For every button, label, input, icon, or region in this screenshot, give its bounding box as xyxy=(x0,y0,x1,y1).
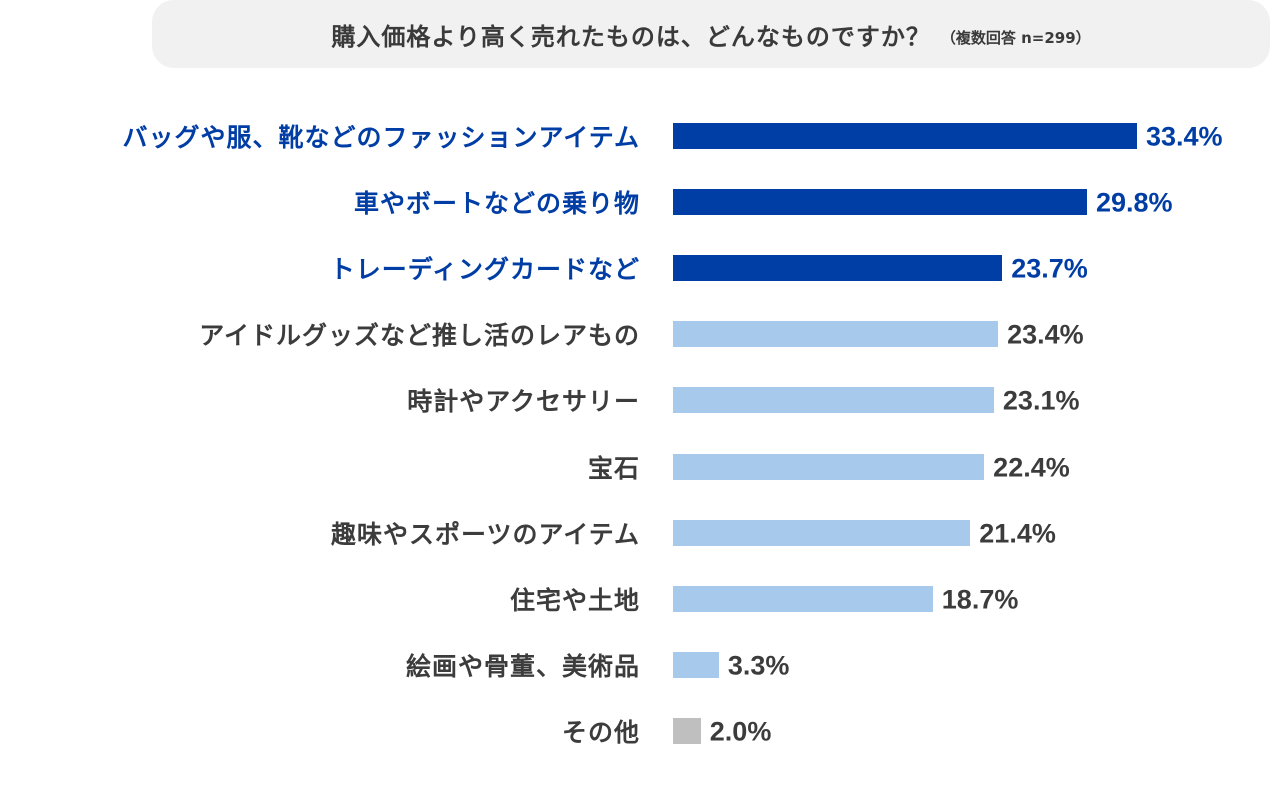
category-label: 車やボートなどの乗り物 xyxy=(353,189,640,219)
category-label: バッグや服、靴などのファッションアイテム xyxy=(122,123,640,152)
value-label: 23.4% xyxy=(1007,319,1084,350)
value-label: 29.8% xyxy=(1095,187,1173,218)
bar xyxy=(673,519,971,546)
bar xyxy=(673,255,1003,282)
value-label: 21.4% xyxy=(979,518,1056,549)
chart-subtitle: （複数回答 n=299） xyxy=(940,28,1091,47)
value-label: 18.7% xyxy=(941,584,1019,615)
value-label: 23.1% xyxy=(1002,385,1080,416)
bar xyxy=(673,387,994,414)
chart-title: 購入価格より高く売れたものは、どんなものですか？ xyxy=(331,22,931,51)
bar xyxy=(673,585,933,612)
value-label: 3.3% xyxy=(727,650,790,681)
category-label: トレーディングカードなど xyxy=(329,255,640,285)
category-label: 絵画や骨董、美術品 xyxy=(405,651,640,681)
category-label: 趣味やスポーツのアイテム xyxy=(330,519,640,549)
value-label: 33.4% xyxy=(1146,121,1223,152)
bar xyxy=(673,321,999,348)
value-label: 22.4% xyxy=(993,452,1070,482)
chart-title-banner: 購入価格より高く売れたものは、どんなものですか？ （複数回答 n=299） xyxy=(152,0,1270,68)
category-label: アイドルグッズなど推し活のレアもの xyxy=(199,321,640,351)
bar xyxy=(673,651,719,678)
bar xyxy=(673,717,701,744)
value-label: 23.7% xyxy=(1011,253,1088,284)
category-label: 住宅や土地 xyxy=(509,585,640,615)
category-label: 宝石 xyxy=(587,453,640,483)
category-label: その他 xyxy=(561,717,640,747)
bar xyxy=(673,123,1137,149)
bar xyxy=(673,453,985,480)
category-label: 時計やアクセサリー xyxy=(407,387,640,417)
bar xyxy=(673,189,1087,216)
value-label: 2.0% xyxy=(709,716,772,747)
